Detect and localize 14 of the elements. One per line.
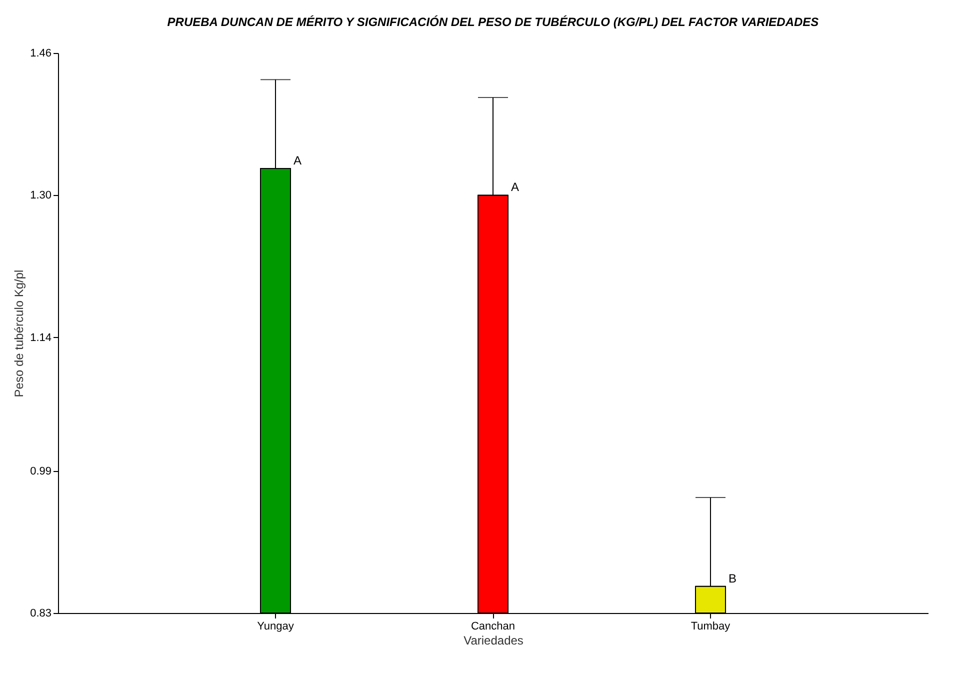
- annotation: B: [728, 571, 737, 586]
- annotation: A: [511, 180, 520, 194]
- y-tick-label: 1.30: [30, 190, 52, 202]
- annotation: A: [294, 154, 302, 168]
- x-tick-label: Yungay: [257, 620, 294, 632]
- y-tick-label: 0.99: [30, 465, 52, 478]
- chart-title: PRUEBA DUNCAN DE MÉRITO Y SIGNIFICACIÓN DEL PESO DE TUBÉRCULO (KG/PL) DEL FACTOR VARIEDADES: [167, 15, 819, 29]
- x-tick-label: Canchan: [470, 620, 516, 632]
- y-axis-title: Peso de tubérculo Kg/pl: [12, 270, 26, 398]
- x-axis-title: Variedades: [464, 634, 524, 648]
- y-tick-label: 0.83: [30, 608, 52, 620]
- x-tick-label: Tumbay: [690, 620, 731, 632]
- y-tick-label: 1.46: [30, 48, 52, 60]
- y-tick-label: 1.14: [30, 332, 52, 344]
